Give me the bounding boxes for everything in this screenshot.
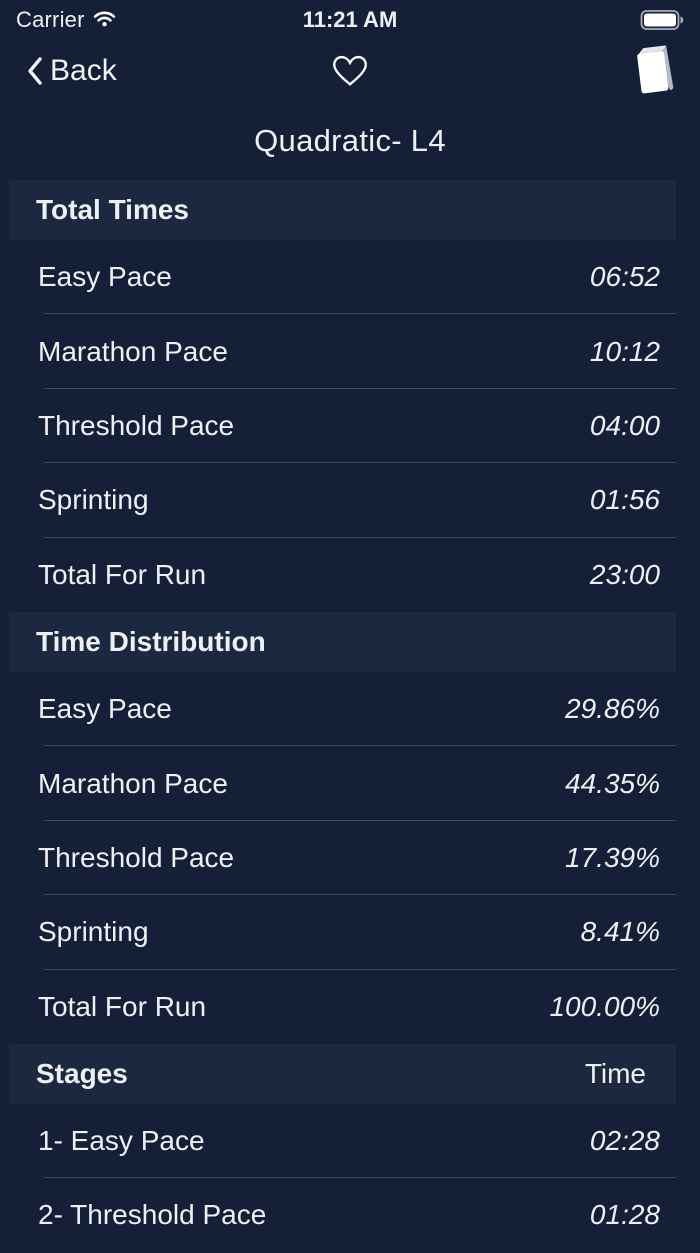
book-icon [632,45,676,101]
row-label: Threshold Pace [38,409,235,441]
row-label: Marathon Pace [38,335,228,367]
row-label: Marathon Pace [38,767,228,799]
row-label: Easy Pace [38,693,172,725]
table-row: Marathon Pace 44.35% [0,746,700,822]
back-label: Back [50,54,117,87]
table-row: Sprinting 8.41% [0,895,700,970]
row-value: 44.35% [565,767,660,799]
table-row: Sprinting 01:56 [0,463,700,538]
table-row: 1- Easy Pace 02:28 [0,1104,700,1179]
table-row: Easy Pace 29.86% [0,672,700,747]
table-row: Threshold Pace 04:00 [0,389,700,464]
back-chevron-icon [26,56,43,86]
row-label: Sprinting [38,916,149,948]
row-value: 8.41% [580,916,660,948]
status-bar: Carrier 11:21 AM [0,0,700,40]
section-header-right-time: Time [584,1057,646,1089]
table-row: Easy Pace 06:52 [0,240,700,315]
guide-button[interactable] [632,43,676,97]
row-label: Easy Pace [38,261,172,293]
row-value: 04:00 [589,409,660,441]
section-rows: Easy Pace 06:52 Marathon Pace 10:12 Thre… [0,240,700,612]
back-button[interactable]: Back [26,54,117,88]
section-total-times: Total Times Easy Pace 06:52 Marathon Pac… [0,180,700,612]
battery-icon [640,9,684,31]
page-title: Quadratic- L4 [254,123,446,158]
table-row: Threshold Pace 17.39% [0,821,700,896]
row-value: 17.39% [565,841,660,873]
row-label: Threshold Pace [38,841,235,873]
section-title: Time Distribution [36,625,266,657]
row-label: Sprinting [38,484,149,516]
status-clock: 11:21 AM [302,7,398,32]
row-label: Total For Run [38,558,207,590]
table-row: 2- Threshold Pace 01:28 [0,1178,700,1252]
heart-outline-icon [331,55,369,92]
row-value: 06:52 [589,261,660,293]
section-header-time-distribution: Time Distribution [9,611,676,672]
row-label: 2- Threshold Pace [38,1199,267,1231]
row-value: 23:00 [589,558,660,590]
section-header-total-times: Total Times [9,180,676,240]
wifi-icon [93,7,116,33]
section-title: Stages [36,1057,128,1089]
table-row: Marathon Pace 10:12 [0,314,700,390]
table-row: Total For Run 100.00% [0,970,700,1044]
row-value: 02:28 [589,1125,660,1157]
section-header-stages: Stages Time [9,1043,676,1104]
favorite-button[interactable] [331,54,369,88]
table-row: Total For Run 23:00 [0,538,700,612]
row-value: 01:56 [589,484,660,516]
row-value: 01:28 [589,1199,660,1231]
status-left: Carrier [16,7,116,33]
row-value: 100.00% [549,990,660,1022]
row-label: 1- Easy Pace [38,1125,205,1157]
section-title: Total Times [36,194,190,225]
section-rows: 1- Easy Pace 02:28 2- Threshold Pace 01:… [0,1104,700,1253]
nav-bar: Back [0,40,700,102]
section-rows: Easy Pace 29.86% Marathon Pace 44.35% Th… [0,672,700,1044]
row-value: 10:12 [589,335,660,367]
section-time-distribution: Time Distribution Easy Pace 29.86% Marat… [0,611,700,1044]
row-value: 29.86% [565,693,660,725]
carrier-label: Carrier [16,7,85,32]
row-label: Total For Run [38,990,207,1022]
section-stages: Stages Time 1- Easy Pace 02:28 2- Thresh… [0,1043,700,1253]
